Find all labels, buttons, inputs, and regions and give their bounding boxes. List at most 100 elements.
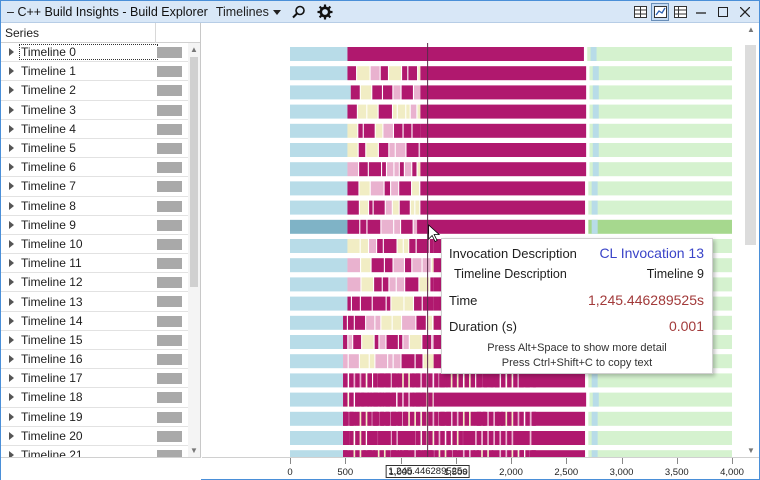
timeline-segment[interactable] xyxy=(290,411,344,426)
series-row[interactable]: Timeline 10 xyxy=(1,235,189,255)
timeline-segment[interactable] xyxy=(393,85,401,100)
timeline-segment[interactable] xyxy=(476,431,482,445)
timeline-segment[interactable] xyxy=(476,450,482,457)
timeline-segment[interactable] xyxy=(422,450,427,457)
timeline-segment[interactable] xyxy=(290,258,348,273)
scroll-up-icon[interactable]: ▲ xyxy=(747,25,755,34)
timeline-segment[interactable] xyxy=(592,162,599,177)
timeline-segment[interactable] xyxy=(356,411,365,426)
timeline-segment[interactable] xyxy=(513,450,518,457)
timeline-segment[interactable] xyxy=(482,450,488,457)
timeline-segment[interactable] xyxy=(418,66,421,81)
timeline-segment[interactable] xyxy=(404,162,412,177)
timeline-segment[interactable] xyxy=(392,315,401,330)
timeline-segment[interactable] xyxy=(384,181,391,196)
timeline-segment[interactable] xyxy=(393,258,404,273)
timeline-segment[interactable] xyxy=(452,431,462,445)
timeline-segment[interactable] xyxy=(501,373,506,388)
timeline-segment[interactable] xyxy=(366,315,375,330)
timeline-segment[interactable] xyxy=(440,373,445,388)
timeline-segment[interactable] xyxy=(371,258,384,273)
timeline-segment[interactable] xyxy=(433,315,434,330)
timeline-segment[interactable] xyxy=(385,450,391,457)
timeline-segment[interactable] xyxy=(422,392,427,407)
timeline-segment[interactable] xyxy=(588,181,732,196)
series-row[interactable]: Timeline 13 xyxy=(1,292,189,312)
timeline-segment[interactable] xyxy=(415,392,421,407)
timeline-segment[interactable] xyxy=(383,85,393,100)
timeline-segment[interactable] xyxy=(381,315,392,330)
timeline-segment[interactable] xyxy=(290,392,344,407)
timeline-segment[interactable] xyxy=(359,162,368,177)
timeline-segment[interactable] xyxy=(372,85,382,100)
timeline-segment[interactable] xyxy=(525,373,530,388)
timeline-segment[interactable] xyxy=(415,450,421,457)
expand-arrow-icon[interactable] xyxy=(9,431,14,440)
timeline-segment[interactable] xyxy=(420,200,586,215)
timeline-segment[interactable] xyxy=(355,392,360,407)
timeline-segment[interactable] xyxy=(358,143,366,157)
timeline-segment[interactable] xyxy=(401,85,413,100)
timeline-segment[interactable] xyxy=(470,373,476,388)
timeline-segment[interactable] xyxy=(458,450,463,457)
timeline-segment[interactable] xyxy=(398,335,403,349)
timeline-segment[interactable] xyxy=(361,392,366,407)
timeline-segment[interactable] xyxy=(448,373,456,388)
timeline-segment[interactable] xyxy=(592,66,599,81)
timeline-segment[interactable] xyxy=(591,450,598,457)
timeline-segment[interactable] xyxy=(588,431,732,445)
scroll-up-icon[interactable]: ▲ xyxy=(190,45,198,54)
timeline-segment[interactable] xyxy=(359,181,370,196)
timeline-segment[interactable] xyxy=(347,296,351,311)
series-row[interactable]: Timeline 2 xyxy=(1,81,189,101)
timeline-segment[interactable] xyxy=(348,335,353,349)
timeline-segment[interactable] xyxy=(458,373,463,388)
timeline-segment[interactable] xyxy=(430,277,434,292)
timeline-segment[interactable] xyxy=(367,392,372,407)
timeline-segment[interactable] xyxy=(433,392,587,407)
timeline-segment[interactable] xyxy=(355,392,365,407)
grid-view-icon[interactable] xyxy=(631,3,649,21)
view-selector-dropdown[interactable]: Timelines xyxy=(216,5,281,19)
expand-arrow-icon[interactable] xyxy=(9,451,14,457)
expand-arrow-icon[interactable] xyxy=(9,355,14,364)
timeline-segment[interactable] xyxy=(382,277,389,292)
timeline-segment[interactable] xyxy=(501,431,506,445)
timeline-segment[interactable] xyxy=(482,411,488,426)
expand-arrow-icon[interactable] xyxy=(9,412,14,421)
timeline-segment[interactable] xyxy=(355,431,360,445)
timeline-segment[interactable] xyxy=(420,104,587,119)
timeline-segment[interactable] xyxy=(290,277,348,292)
timeline-segment[interactable] xyxy=(403,335,409,349)
search-icon[interactable] xyxy=(291,4,307,20)
timeline-segment[interactable] xyxy=(409,450,415,457)
timeline-segment[interactable] xyxy=(366,143,378,157)
timeline-segment[interactable] xyxy=(452,411,457,426)
timeline-segment[interactable] xyxy=(385,373,391,388)
expand-arrow-icon[interactable] xyxy=(9,278,14,287)
timeline-segment[interactable] xyxy=(379,335,386,349)
timeline-segment[interactable] xyxy=(375,123,383,138)
timeline-segment[interactable] xyxy=(423,354,434,369)
series-row[interactable]: Timeline 21 xyxy=(1,446,189,457)
timeline-segment[interactable] xyxy=(410,200,415,215)
timeline-segment[interactable] xyxy=(395,143,406,157)
timeline-segment[interactable] xyxy=(420,123,587,138)
timeline-segment[interactable] xyxy=(412,123,421,138)
timeline-segment[interactable] xyxy=(290,431,344,445)
timeline-segment[interactable] xyxy=(399,162,404,177)
timeline-segment[interactable] xyxy=(476,411,482,426)
timeline-segment[interactable] xyxy=(385,431,391,445)
timeline-segment[interactable] xyxy=(359,200,369,215)
timeline-segment[interactable] xyxy=(420,162,587,177)
timeline-segment[interactable] xyxy=(397,239,403,253)
timeline-segment[interactable] xyxy=(391,392,397,407)
timeline-segment[interactable] xyxy=(525,431,530,445)
timeline-segment[interactable] xyxy=(379,450,384,457)
timeline-segment[interactable] xyxy=(428,373,433,388)
series-row[interactable]: Timeline 11 xyxy=(1,254,189,274)
timeline-segment[interactable] xyxy=(357,66,370,81)
timeline-segment[interactable] xyxy=(488,431,494,445)
timeline-segment[interactable] xyxy=(420,181,586,196)
series-row[interactable]: Timeline 0 xyxy=(1,43,189,63)
